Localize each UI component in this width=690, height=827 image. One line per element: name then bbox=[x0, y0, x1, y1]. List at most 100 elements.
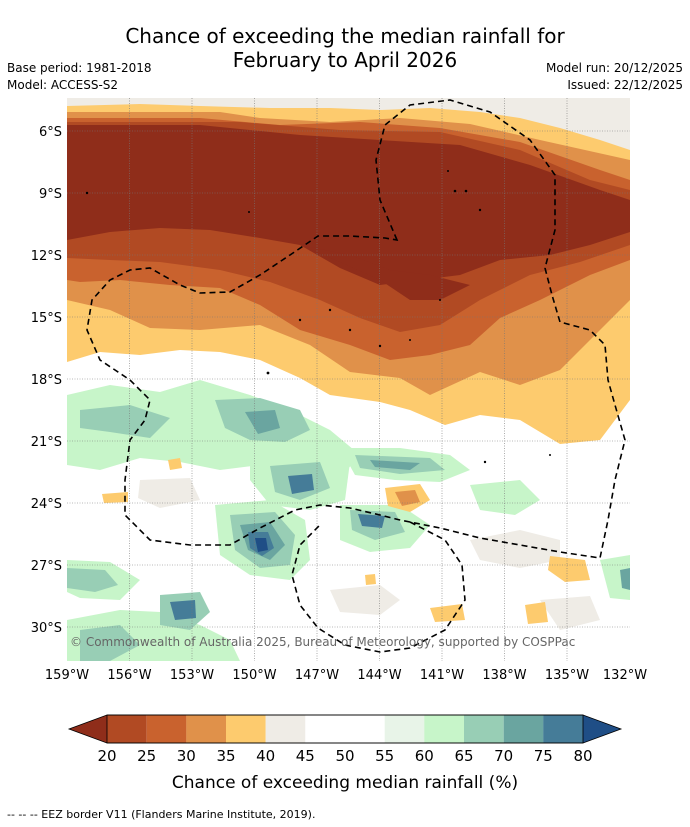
colorbar-segment bbox=[543, 715, 583, 743]
model-run: Model run: 20/12/2025 bbox=[545, 61, 683, 75]
band-65-70-southwest bbox=[67, 568, 118, 592]
colorbar-segment bbox=[345, 715, 385, 743]
band-70-75-center bbox=[288, 474, 314, 494]
colorbar-segment bbox=[107, 715, 147, 743]
colorbar-tick: 35 bbox=[216, 747, 235, 765]
island-speck bbox=[483, 460, 487, 464]
band-60-65-lower-right bbox=[470, 480, 540, 515]
title-line-1: Chance of exceeding the median rainfall … bbox=[125, 24, 565, 48]
lon-label: 156°W bbox=[107, 668, 151, 683]
issued-date: Issued: 22/12/2025 bbox=[567, 78, 683, 92]
colorbar-tick: 55 bbox=[375, 747, 394, 765]
eez-border-south bbox=[291, 521, 466, 653]
colorbar-segment bbox=[146, 715, 187, 743]
island-speck bbox=[378, 344, 382, 348]
band-35-40-patch-e bbox=[102, 492, 128, 503]
island-speck bbox=[85, 191, 89, 195]
band-below-20 bbox=[67, 125, 630, 285]
eez-footnote: -- -- -- EEZ border V11 (Flanders Marine… bbox=[7, 808, 316, 821]
band-65-70-bottom bbox=[80, 625, 140, 661]
band-40-45-patch-c bbox=[138, 478, 200, 508]
island-speck bbox=[266, 371, 270, 375]
band-40-45-patch-d bbox=[540, 596, 600, 630]
colorbar-tick: 75 bbox=[534, 747, 553, 765]
colorbar-label: Chance of exceeding median rainfall (%) bbox=[172, 773, 518, 793]
colorbar-tick: 45 bbox=[296, 747, 315, 765]
lat-label: 30°S bbox=[31, 621, 62, 636]
lon-label: 141°W bbox=[420, 668, 464, 683]
base-period: Base period: 1981-2018 bbox=[7, 61, 152, 75]
colorbar-tick: 30 bbox=[177, 747, 196, 765]
colorbar-low-arrow bbox=[69, 715, 107, 743]
lat-label: 15°S bbox=[31, 311, 62, 326]
island-speck bbox=[248, 211, 250, 213]
band-35-40-patch-f bbox=[168, 458, 182, 470]
band-70-75-bottom-mid bbox=[170, 600, 196, 620]
colorbar-segment bbox=[424, 715, 464, 743]
map-title: Chance of exceeding the median rainfall … bbox=[0, 24, 690, 72]
colorbar-segment bbox=[464, 715, 504, 743]
lon-labels: 159°W 156°W 153°W 150°W 147°W 144°W 141°… bbox=[45, 668, 647, 683]
colorbar-tick: 20 bbox=[97, 747, 116, 765]
band-below-20-lobe bbox=[300, 245, 470, 300]
colorbar-tick: 65 bbox=[454, 747, 473, 765]
rainfall-field bbox=[67, 98, 630, 661]
meta-right: Model run: 20/12/2025 Issued: 22/12/2025 bbox=[546, 60, 683, 94]
lon-label: 132°W bbox=[603, 668, 647, 683]
band-60-65-far-east bbox=[600, 555, 630, 600]
colorbar-tick: 50 bbox=[335, 747, 354, 765]
lon-label: 150°W bbox=[232, 668, 276, 683]
lat-label: 27°S bbox=[31, 559, 62, 574]
band-35-40-patch-b bbox=[548, 556, 590, 582]
colorbar-segment bbox=[226, 715, 266, 743]
band-70-75-mideast bbox=[358, 514, 385, 528]
colorbar-outline bbox=[67, 714, 623, 744]
map-area: © Commonwealth of Australia 2025, Bureau… bbox=[67, 98, 630, 661]
island-speck bbox=[478, 208, 482, 212]
band-35-40-patch-c bbox=[430, 604, 465, 622]
colorbar-segment bbox=[384, 715, 425, 743]
island-speck bbox=[298, 318, 302, 322]
band-40-45-patch-a bbox=[330, 585, 400, 615]
lon-label: 147°W bbox=[295, 668, 339, 683]
band-35-40-patch-g bbox=[365, 574, 376, 585]
island-speck bbox=[439, 299, 441, 301]
colorbar-tick: 40 bbox=[256, 747, 275, 765]
meta-left: Base period: 1981-2018 Model: ACCESS-S2 bbox=[7, 60, 152, 94]
lat-label: 18°S bbox=[31, 373, 62, 388]
lon-label: 144°W bbox=[357, 668, 401, 683]
islands bbox=[85, 170, 551, 464]
colorbar-tick: 70 bbox=[494, 747, 513, 765]
island-speck bbox=[348, 328, 352, 332]
colorbar-high-arrow bbox=[583, 715, 621, 743]
colorbar: 20 25 30 35 40 45 50 55 60 65 70 75 80 C… bbox=[67, 714, 623, 793]
island-speck bbox=[409, 339, 411, 341]
lon-label: 153°W bbox=[170, 668, 214, 683]
eez-border bbox=[86, 99, 626, 559]
lat-label: 21°S bbox=[31, 435, 62, 450]
copyright-text: © Commonwealth of Australia 2025, Bureau… bbox=[70, 635, 575, 649]
lat-label: 12°S bbox=[31, 249, 62, 264]
lon-label: 138°W bbox=[482, 668, 526, 683]
lat-label: 9°S bbox=[39, 187, 62, 202]
lon-label: 159°W bbox=[45, 668, 89, 683]
lon-label: 135°W bbox=[545, 668, 589, 683]
colorbar-segment bbox=[265, 715, 306, 743]
colorbar-tick: 25 bbox=[137, 747, 156, 765]
island-speck bbox=[447, 170, 449, 172]
band-65-70-far-east bbox=[620, 568, 630, 590]
band-80-plus bbox=[255, 538, 268, 552]
model-name: Model: ACCESS-S2 bbox=[7, 78, 119, 92]
title-line-2: February to April 2026 bbox=[232, 48, 458, 72]
band-70-75-east bbox=[370, 460, 420, 470]
island-speck bbox=[328, 308, 332, 312]
colorbar-segments bbox=[107, 715, 583, 743]
colorbar-segment bbox=[503, 715, 544, 743]
colorbar-ticks: 20 25 30 35 40 45 50 55 60 65 70 75 80 bbox=[97, 747, 592, 765]
island-speck bbox=[464, 189, 468, 193]
colorbar-segment bbox=[305, 715, 345, 743]
colorbar-segment bbox=[186, 715, 226, 743]
lat-labels: 6°S 9°S 12°S 15°S 18°S 21°S 24°S 27°S 30… bbox=[31, 125, 62, 636]
band-70-75-mid bbox=[245, 410, 280, 434]
